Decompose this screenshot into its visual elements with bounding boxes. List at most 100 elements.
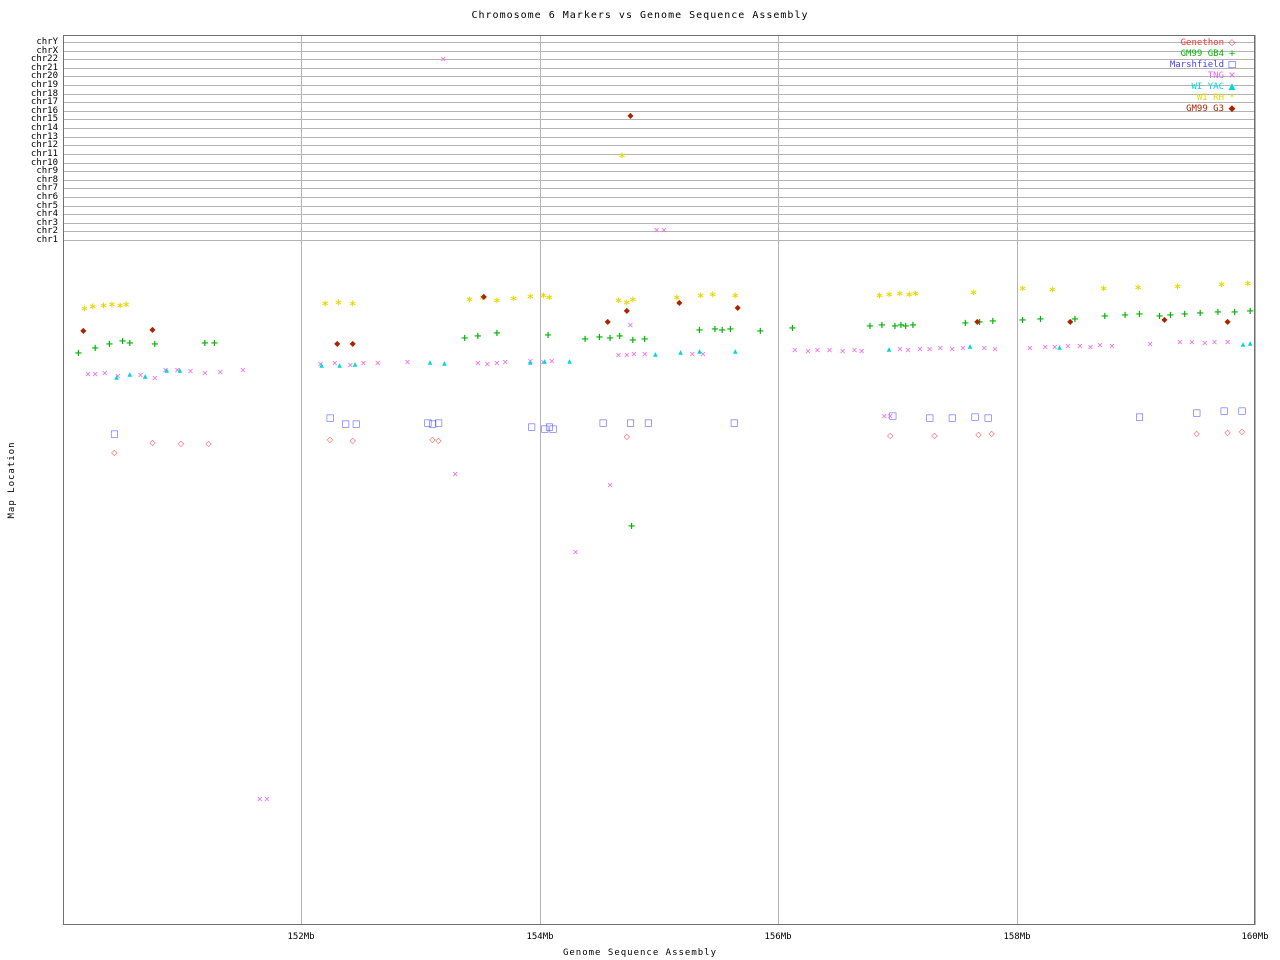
point-gm99-g3: ◆ bbox=[734, 303, 741, 312]
genethon-marker-icon: ◇ bbox=[1228, 38, 1236, 48]
point-gm99-g3: ◆ bbox=[334, 339, 341, 348]
x-axis-label: Genome Sequence Assembly bbox=[562, 948, 718, 958]
point-wi-rh: * bbox=[510, 293, 517, 308]
point-gm99-gb4: + bbox=[150, 339, 159, 350]
point-gm99-gb4: + bbox=[975, 317, 984, 328]
gridline-x bbox=[301, 35, 302, 925]
point-gm99-gb4: + bbox=[615, 331, 624, 342]
point-gm99-gb4: + bbox=[90, 343, 100, 354]
point-gm99-gb4: + bbox=[1166, 310, 1175, 321]
point-wi-rh: * bbox=[527, 291, 534, 306]
point-tng: ✕ bbox=[451, 470, 459, 479]
point-genethon: ◇ bbox=[435, 436, 442, 445]
legend-label-marshfield: Marshfield bbox=[1169, 60, 1224, 70]
point-wi-yac: ▲ bbox=[542, 358, 547, 365]
point-tng: ✕ bbox=[880, 412, 888, 421]
point-tng: ✕ bbox=[699, 350, 707, 359]
point-wi-yac: ▲ bbox=[567, 358, 572, 365]
point-gm99-gb4: + bbox=[908, 320, 918, 331]
point-gm99-g3: ◆ bbox=[480, 292, 487, 301]
chromosome-lane-line bbox=[63, 240, 1255, 241]
point-tng: ✕ bbox=[1041, 343, 1049, 352]
point-marshfield: □ bbox=[1135, 412, 1144, 423]
point-gm99-gb4: + bbox=[988, 316, 997, 327]
chr-label: chr10 bbox=[30, 158, 58, 168]
chr-label: chr8 bbox=[36, 175, 58, 185]
point-tng: ✕ bbox=[1076, 342, 1084, 351]
point-wi-rh: * bbox=[1135, 282, 1142, 297]
point-marshfield: □ bbox=[428, 419, 437, 430]
point-tng: ✕ bbox=[263, 795, 271, 804]
point-wi-yac: ▲ bbox=[967, 343, 973, 350]
wi-yac-marker-icon: ▲ bbox=[1228, 82, 1236, 92]
chr-label: chr9 bbox=[36, 166, 58, 176]
point-wi-rh: * bbox=[906, 289, 913, 304]
chr-label: chr5 bbox=[36, 201, 58, 211]
point-gm99-gb4: + bbox=[210, 338, 219, 349]
point-gm99-gb4: + bbox=[1036, 314, 1045, 325]
marshfield-marker-icon: □ bbox=[1227, 60, 1237, 70]
point-gm99-g3: ◆ bbox=[80, 326, 87, 335]
point-gm99-gb4: + bbox=[1155, 311, 1164, 322]
legend-item-tng: TNG ✕ bbox=[1170, 71, 1240, 82]
point-tng: ✕ bbox=[1176, 338, 1184, 347]
point-wi-rh: * bbox=[1244, 278, 1251, 293]
point-tng: ✕ bbox=[501, 358, 509, 367]
point-wi-rh: * bbox=[1019, 283, 1026, 298]
point-wi-rh: * bbox=[89, 301, 96, 316]
point-tng: ✕ bbox=[201, 369, 209, 378]
point-wi-rh: * bbox=[349, 298, 356, 313]
point-tng: ✕ bbox=[404, 358, 411, 367]
point-wi-rh: * bbox=[885, 289, 893, 304]
point-tng: ✕ bbox=[474, 359, 482, 368]
point-marshfield: □ bbox=[1219, 406, 1229, 417]
point-gm99-gb4: + bbox=[105, 339, 114, 350]
point-wi-rh: * bbox=[970, 287, 977, 302]
gm99-g3-marker-icon: ◆ bbox=[1228, 104, 1236, 114]
point-wi-yac: ▲ bbox=[337, 362, 342, 369]
point-tng: ✕ bbox=[981, 344, 988, 353]
point-gm99-gb4: + bbox=[628, 335, 637, 346]
point-tng: ✕ bbox=[641, 350, 649, 359]
point-marshfield: □ bbox=[351, 419, 361, 430]
point-genethon: ◇ bbox=[975, 430, 982, 439]
point-marshfield: □ bbox=[1192, 408, 1201, 419]
point-wi-yac: ▲ bbox=[527, 359, 533, 366]
point-gm99-gb4: + bbox=[595, 332, 604, 343]
legend: Genethon ◇ GM99 GB4 + Marshfield □ TNG ✕ WI YAC ▲… bbox=[1170, 38, 1240, 115]
chromosome-lane-line bbox=[63, 68, 1255, 69]
point-wi-rh: * bbox=[117, 300, 124, 315]
legend-label-genethon: Genethon bbox=[1180, 38, 1224, 48]
point-wi-yac: ▲ bbox=[177, 367, 183, 374]
point-wi-rh: * bbox=[1100, 283, 1107, 298]
chromosome-lane-line bbox=[63, 197, 1255, 198]
point-tng: ✕ bbox=[1224, 338, 1231, 347]
legend-label-tng: TNG bbox=[1207, 71, 1224, 81]
point-gm99-gb4: + bbox=[1120, 310, 1130, 321]
point-genethon: ◇ bbox=[149, 438, 156, 447]
point-marshfield: □ bbox=[925, 413, 934, 424]
legend-label-gm99-g3: GM99 G3 bbox=[1186, 104, 1224, 114]
point-tng: ✕ bbox=[926, 345, 933, 354]
point-tng: ✕ bbox=[151, 374, 159, 383]
point-tng: ✕ bbox=[162, 366, 169, 375]
chromosome-lane-line bbox=[63, 188, 1255, 189]
chromosome-lane-line bbox=[63, 163, 1255, 164]
point-gm99-gb4: + bbox=[788, 323, 797, 334]
point-wi-rh: * bbox=[1218, 279, 1225, 294]
point-genethon: ◇ bbox=[177, 439, 185, 448]
x-tick-label: 158Mb bbox=[1003, 932, 1031, 942]
point-genethon: ◇ bbox=[623, 432, 630, 441]
point-wi-rh: * bbox=[896, 288, 903, 303]
point-tng: ✕ bbox=[317, 360, 324, 369]
point-wi-rh: * bbox=[623, 297, 630, 312]
point-marshfield: □ bbox=[434, 418, 443, 429]
point-wi-yac: ▲ bbox=[1240, 341, 1246, 348]
point-tng: ✕ bbox=[101, 369, 109, 378]
point-gm99-g3: ◆ bbox=[627, 111, 634, 120]
point-wi-rh: * bbox=[108, 299, 116, 314]
x-tick-label: 154Mb bbox=[526, 932, 554, 942]
point-marshfield: □ bbox=[729, 418, 739, 429]
point-tng: ✕ bbox=[804, 347, 812, 356]
gridline-x bbox=[778, 35, 779, 925]
